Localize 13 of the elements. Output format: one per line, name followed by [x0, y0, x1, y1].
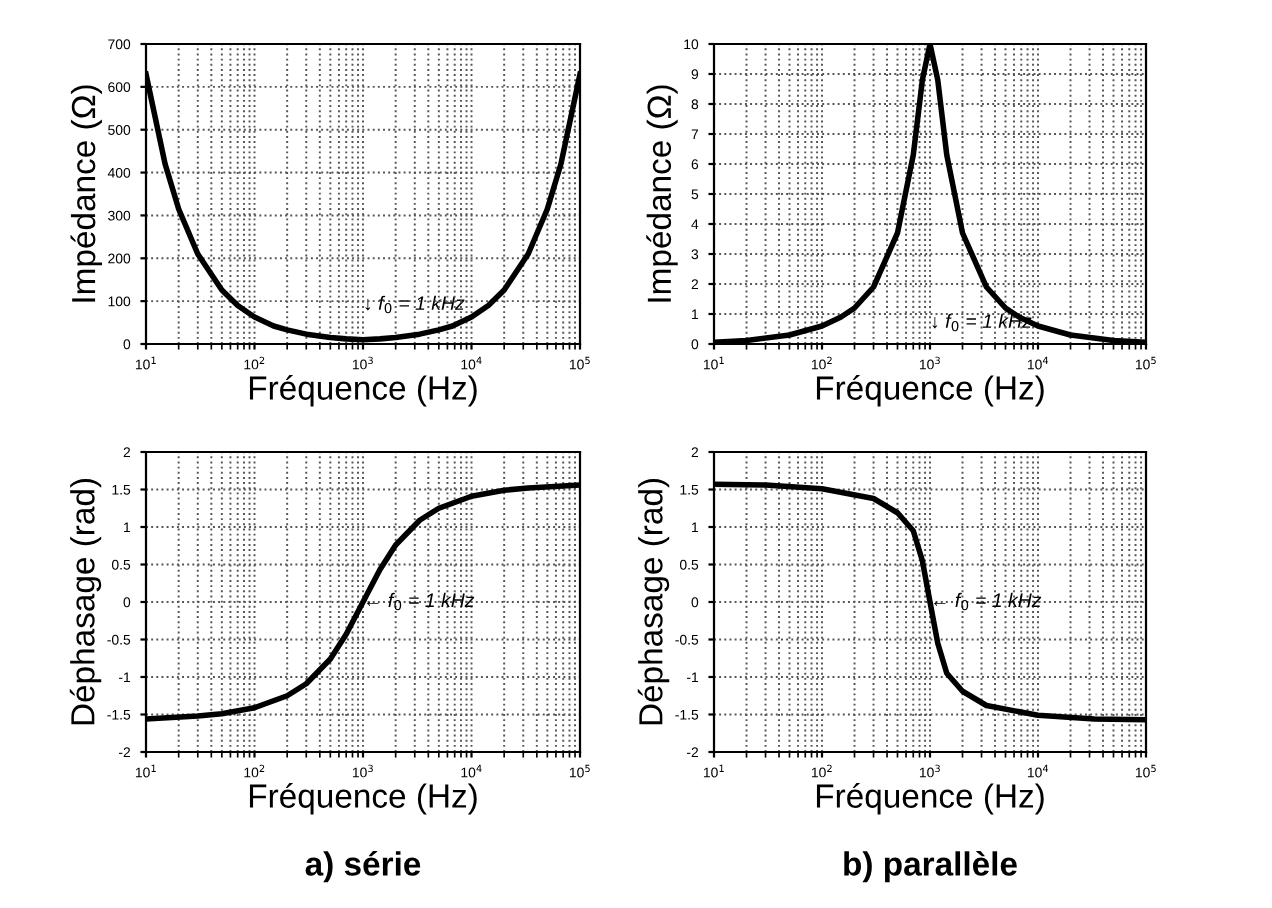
y-axis-title: Déphasage (rad) [637, 478, 670, 725]
y-axis-title: Impédance (Ω) [646, 85, 678, 302]
text: b) parallèle [844, 851, 1017, 883]
x-axis-title: Fréquence (Hz) [816, 783, 1044, 815]
y-axis-title: Déphasage (rad) [69, 478, 102, 725]
x-axis-title: Fréquence (Hz) [816, 375, 1044, 407]
annotation: ← f$_{0}$ = 1 kHz [366, 592, 475, 611]
y-axis-title: Impédance (Ω) [70, 85, 102, 302]
x-axis-title: Fréquence (Hz) [249, 783, 477, 815]
annotation: ↓ f$_{0}$ = 1 kHz [365, 295, 465, 314]
annotation: ← f$_{0}$ = 1 kHz [933, 592, 1042, 611]
x-axis-title: Fréquence (Hz) [249, 375, 477, 407]
text: a) série [305, 851, 421, 883]
